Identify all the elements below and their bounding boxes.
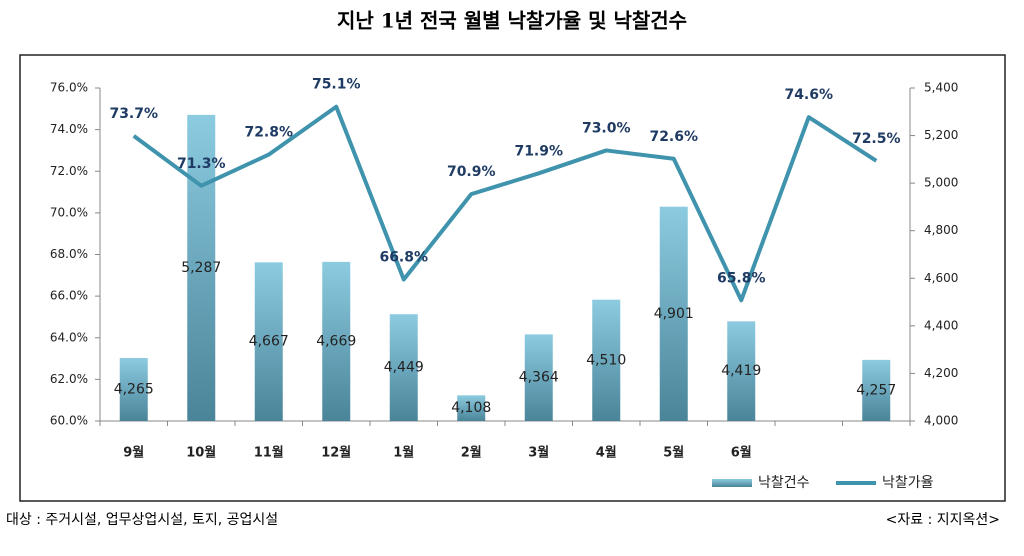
y2-tick-label: 4,000 [924,414,958,428]
chart-title: 지난 1년 전국 월별 낙찰가율 및 낙찰건수 [337,9,687,33]
legend-label: 낙찰가율 [882,475,934,491]
y2-tick-label: 5,400 [924,81,958,95]
bar-value-label: 4,669 [316,333,356,349]
line-value-label: 71.9% [514,143,563,159]
bar [254,262,283,421]
line-value-label: 73.7% [109,106,158,122]
bar [187,114,216,421]
x-tick-label: 4월 [596,445,617,461]
bar-value-label: 4,257 [856,382,896,398]
bar-value-label: 4,108 [451,400,491,416]
legend-label: 낙찰건수 [758,475,810,491]
bar [727,321,756,421]
y-tick-label: 60.0% [50,414,88,428]
line-value-label: 65.8% [717,270,766,286]
line-value-label: 72.5% [852,131,901,147]
x-tick-label: 2월 [461,445,482,461]
bar [322,261,351,421]
bar [457,395,486,421]
bar-value-label: 4,419 [721,363,761,379]
line-value-label: 74.6% [784,87,833,103]
y-tick-label: 76.0% [50,81,88,95]
line-value-label: 71.3% [177,156,226,172]
y-tick-label: 64.0% [50,330,88,344]
bar [592,299,621,421]
bar [119,357,148,421]
x-tick-label: 12월 [321,445,351,461]
y-tick-label: 68.0% [50,247,88,261]
line-value-label: 75.1% [312,77,361,93]
line [132,104,878,303]
subject-note: 대상 : 주거시설, 업무상업시설, 토지, 공업시설 [6,512,278,528]
y-tick-label: 62.0% [50,372,88,386]
bar-value-label: 4,364 [519,370,559,386]
bar-value-label: 4,901 [654,306,694,322]
x-tick-label: 1월 [393,445,414,461]
bar-value-label: 4,667 [249,334,289,350]
y2-tick-label: 4,400 [924,318,958,332]
bar [659,206,688,421]
bar [389,314,418,421]
y2-tick-label: 4,600 [924,271,958,285]
line-value-label: 73.0% [582,120,631,136]
y2-tick-label: 5,200 [924,128,958,142]
y-tick-label: 74.0% [50,122,88,136]
x-tick-label: 9월 [123,445,144,461]
line-value-label: 66.8% [379,249,428,265]
source-note: <자료 : 지지옥션> [886,512,1000,528]
bar [862,359,891,421]
x-tick-label: 11월 [254,445,284,461]
legend-swatch [712,479,752,487]
y2-tick-label: 5,000 [924,176,958,190]
line-value-label: 72.6% [649,129,698,145]
bar-value-label: 4,265 [114,381,154,397]
line-value-label: 70.9% [447,164,496,180]
x-tick-label: 10월 [186,445,216,461]
bar-value-label: 5,287 [181,260,221,276]
bar-value-label: 4,510 [586,352,626,368]
bar [524,334,553,421]
y2-tick-label: 4,800 [924,223,958,237]
y-tick-label: 70.0% [50,205,88,219]
y-tick-label: 72.0% [50,164,88,178]
chart-frame [19,54,1006,502]
line-value-label: 72.8% [244,125,293,141]
x-tick-label: 3월 [528,445,549,461]
y-tick-label: 66.0% [50,289,88,303]
y2-tick-label: 4,200 [924,366,958,380]
x-tick-label: 5월 [663,445,684,461]
bar-value-label: 4,449 [384,360,424,376]
x-tick-label: 6월 [731,445,752,461]
